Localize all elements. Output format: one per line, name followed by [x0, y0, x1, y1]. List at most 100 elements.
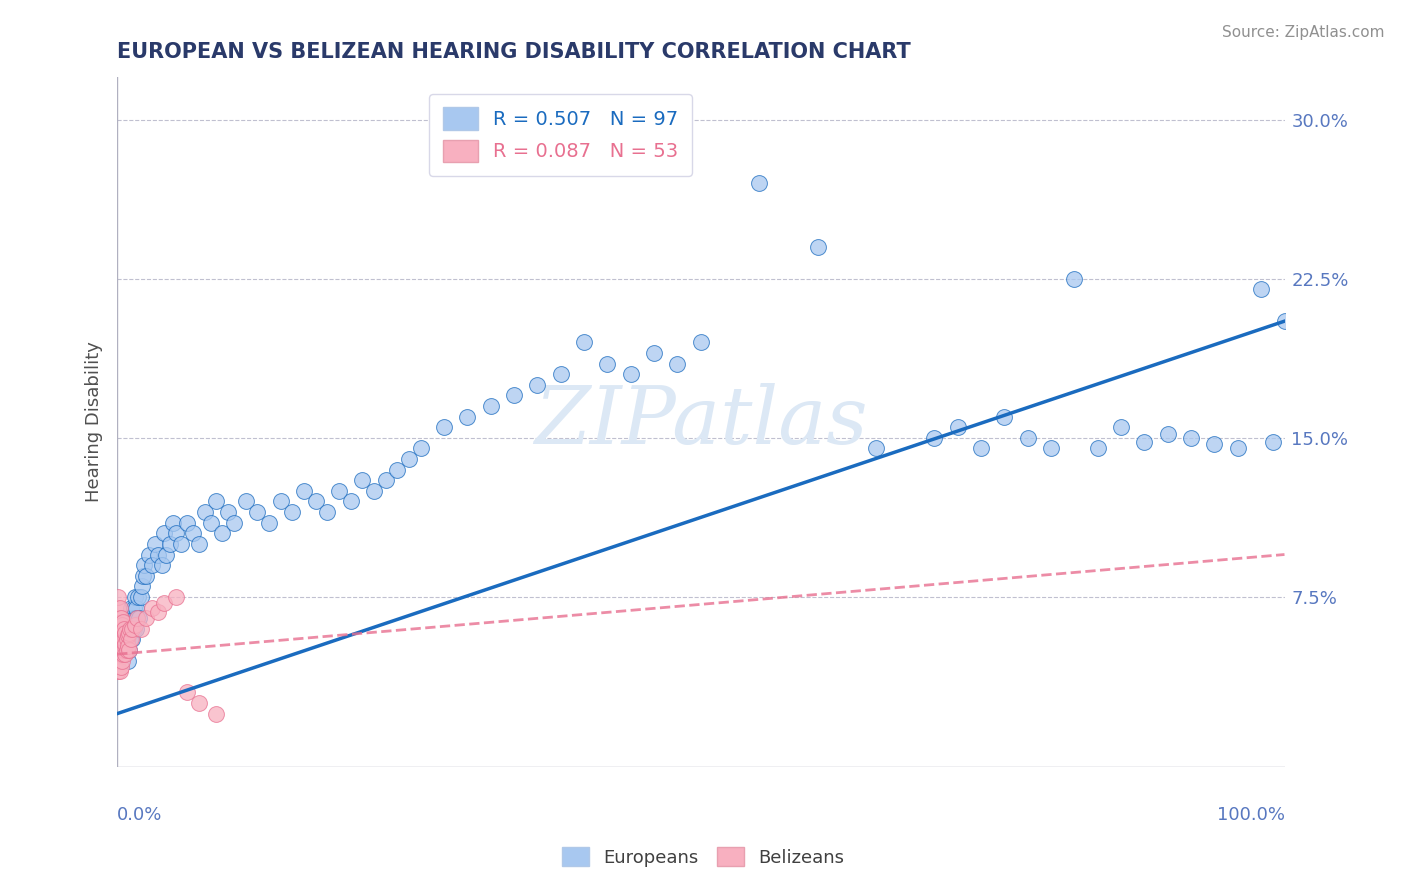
- Point: [865, 442, 887, 456]
- Point: [117, 632, 139, 647]
- Point: [141, 558, 163, 573]
- Point: [110, 622, 132, 636]
- Point: [112, 643, 135, 657]
- Text: Source: ZipAtlas.com: Source: ZipAtlas.com: [1222, 25, 1385, 40]
- Point: [132, 568, 155, 582]
- Point: [328, 483, 350, 498]
- Point: [235, 494, 257, 508]
- Point: [316, 505, 339, 519]
- Point: [118, 626, 141, 640]
- Point: [363, 483, 385, 498]
- Point: [1133, 435, 1156, 450]
- Point: [111, 632, 134, 647]
- Point: [924, 431, 946, 445]
- Point: [187, 537, 209, 551]
- Point: [107, 622, 129, 636]
- Point: [112, 632, 135, 647]
- Point: [120, 611, 142, 625]
- Point: [304, 494, 326, 508]
- Point: [281, 505, 304, 519]
- Point: [165, 590, 187, 604]
- Point: [165, 526, 187, 541]
- Point: [112, 622, 135, 636]
- Point: [211, 526, 233, 541]
- Point: [456, 409, 478, 424]
- Point: [135, 611, 157, 625]
- Legend: Europeans, Belizeans: Europeans, Belizeans: [554, 840, 852, 874]
- Point: [643, 346, 665, 360]
- Point: [409, 442, 432, 456]
- Point: [107, 600, 129, 615]
- Point: [107, 643, 129, 657]
- Point: [114, 626, 136, 640]
- Point: [120, 632, 142, 647]
- Point: [374, 473, 396, 487]
- Point: [153, 596, 176, 610]
- Point: [503, 388, 526, 402]
- Point: [257, 516, 280, 530]
- Point: [115, 643, 138, 657]
- Point: [176, 516, 198, 530]
- Legend: R = 0.507   N = 97, R = 0.087   N = 53: R = 0.507 N = 97, R = 0.087 N = 53: [429, 94, 692, 176]
- Point: [205, 494, 228, 508]
- Point: [526, 377, 548, 392]
- Point: [112, 647, 135, 661]
- Point: [125, 600, 148, 615]
- Point: [339, 494, 361, 508]
- Point: [222, 516, 245, 530]
- Point: [108, 622, 131, 636]
- Point: [121, 622, 143, 636]
- Point: [689, 335, 711, 350]
- Point: [111, 617, 134, 632]
- Point: [970, 442, 993, 456]
- Point: [1180, 431, 1202, 445]
- Point: [118, 632, 141, 647]
- Point: [108, 664, 131, 678]
- Point: [200, 516, 222, 530]
- Point: [135, 568, 157, 582]
- Point: [125, 622, 148, 636]
- Point: [146, 548, 169, 562]
- Point: [433, 420, 456, 434]
- Point: [1204, 437, 1226, 451]
- Point: [110, 632, 132, 647]
- Point: [1063, 271, 1085, 285]
- Point: [117, 639, 139, 653]
- Point: [110, 660, 132, 674]
- Point: [187, 696, 209, 710]
- Text: EUROPEAN VS BELIZEAN HEARING DISABILITY CORRELATION CHART: EUROPEAN VS BELIZEAN HEARING DISABILITY …: [117, 42, 911, 62]
- Point: [806, 240, 828, 254]
- Point: [108, 611, 131, 625]
- Point: [479, 399, 502, 413]
- Point: [352, 473, 374, 487]
- Point: [666, 357, 689, 371]
- Point: [112, 626, 135, 640]
- Point: [117, 628, 139, 642]
- Point: [993, 409, 1015, 424]
- Point: [194, 505, 217, 519]
- Point: [131, 579, 153, 593]
- Point: [118, 643, 141, 657]
- Point: [107, 611, 129, 625]
- Point: [121, 611, 143, 625]
- Point: [748, 176, 770, 190]
- Point: [107, 664, 129, 678]
- Point: [115, 622, 138, 636]
- Point: [127, 590, 149, 604]
- Point: [125, 611, 148, 625]
- Text: 100.0%: 100.0%: [1216, 805, 1285, 823]
- Point: [128, 611, 150, 625]
- Point: [1017, 431, 1039, 445]
- Point: [112, 647, 135, 661]
- Point: [150, 558, 173, 573]
- Point: [129, 590, 152, 604]
- Point: [141, 600, 163, 615]
- Point: [1109, 420, 1132, 434]
- Point: [108, 632, 131, 647]
- Point: [125, 611, 148, 625]
- Point: [153, 526, 176, 541]
- Point: [159, 537, 181, 551]
- Text: ZIPatlas: ZIPatlas: [534, 384, 868, 460]
- Point: [108, 643, 131, 657]
- Point: [387, 463, 409, 477]
